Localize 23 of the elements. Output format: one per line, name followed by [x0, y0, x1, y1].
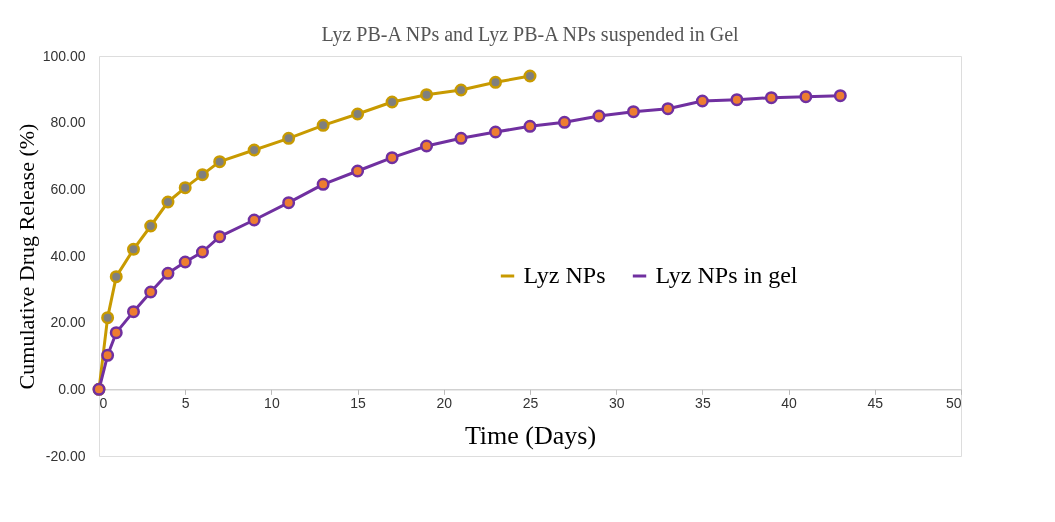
x-tick-label: 20 [436, 394, 453, 411]
x-tick-label: 25 [522, 394, 539, 411]
x-tick-label: 10 [264, 394, 280, 411]
x-tick-label: 45 [867, 394, 884, 411]
x-tick-label: 15 [350, 394, 367, 411]
y-tick-label: -20.00 [45, 447, 86, 464]
x-tick-label: 50 [945, 394, 962, 411]
y-tick-label: 40.00 [50, 247, 86, 264]
chart-title: Lyz PB-A NPs and Lyz PB-A NPs suspended in Gel [321, 23, 740, 46]
y-tick-label: 100.00 [42, 47, 86, 64]
legend-label: Lyz NPs [523, 262, 606, 288]
x-tick-label: 30 [608, 394, 625, 411]
x-tick-label: 5 [181, 394, 190, 411]
y-tick-label: 20.00 [50, 314, 86, 331]
x-tick-label: 40 [781, 394, 798, 411]
x-axis-title: Time (Days) [464, 420, 597, 450]
y-tick-label: 80.00 [50, 114, 86, 131]
x-tick-label: 0 [99, 394, 108, 411]
y-tick-label: 60.00 [50, 180, 86, 197]
y-tick-label: 0.00 [58, 380, 86, 397]
x-tick-label: 35 [695, 394, 711, 411]
y-axis-title: Cumulative Drug Release (%) [13, 123, 39, 390]
legend-label: Lyz NPs in gel [655, 262, 798, 288]
